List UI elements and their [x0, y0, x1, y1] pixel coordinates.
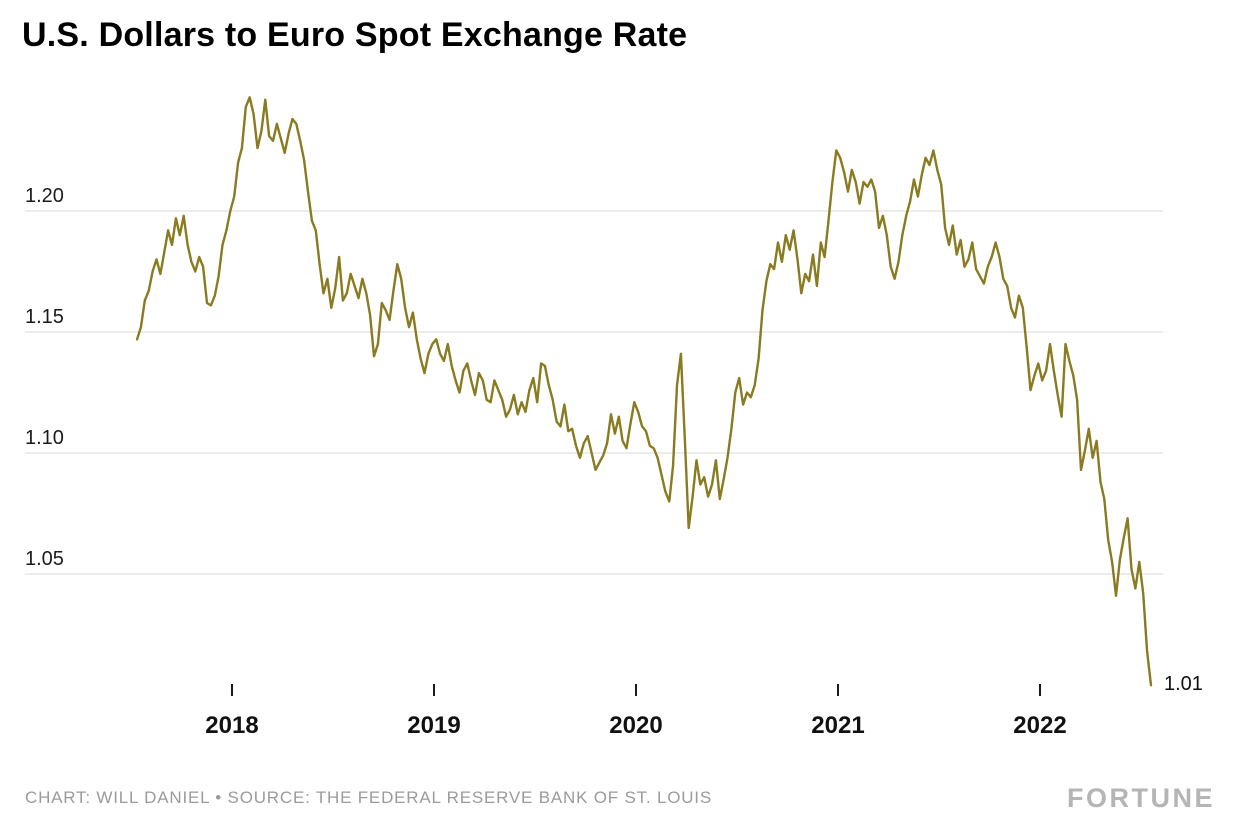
- x-axis-label: 2022: [1013, 712, 1067, 739]
- y-axis-label: 1.05: [25, 548, 64, 570]
- footer: CHART: WILL DANIEL • SOURCE: THE FEDERAL…: [25, 778, 1215, 818]
- x-axis-label: 2019: [407, 712, 461, 739]
- chart-credit: CHART: WILL DANIEL • SOURCE: THE FEDERAL…: [25, 788, 712, 807]
- chart-title: U.S. Dollars to Euro Spot Exchange Rate: [22, 16, 688, 54]
- y-axis-label: 1.15: [25, 306, 64, 328]
- y-axis-label: 1.10: [25, 427, 64, 449]
- fortune-logo: FORTUNE: [1067, 782, 1215, 813]
- exchange-rate-line: [135, 96, 1153, 687]
- end-value-label: 1.01: [1163, 673, 1203, 696]
- x-axis-label: 2021: [811, 712, 865, 739]
- y-axis-label: 1.20: [25, 185, 64, 207]
- x-axis-label: 2018: [205, 712, 259, 739]
- x-axis-label: 2020: [609, 712, 663, 739]
